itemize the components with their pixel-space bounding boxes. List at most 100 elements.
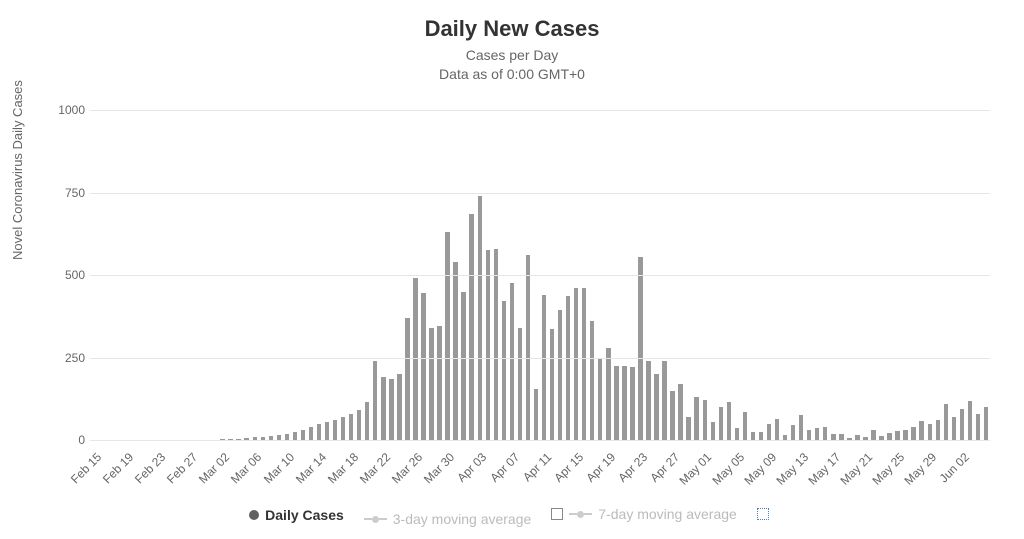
- bar[interactable]: [293, 432, 297, 440]
- bar[interactable]: [775, 419, 779, 440]
- legend-trailing-checkbox[interactable]: [757, 508, 775, 520]
- bar[interactable]: [919, 421, 923, 440]
- bar[interactable]: [421, 293, 425, 440]
- bar[interactable]: [767, 424, 771, 441]
- bar[interactable]: [365, 402, 369, 440]
- x-tick-label: Feb 27: [164, 450, 200, 486]
- bar[interactable]: [341, 417, 345, 440]
- bar[interactable]: [654, 374, 658, 440]
- bar[interactable]: [349, 414, 353, 440]
- bar[interactable]: [670, 391, 674, 441]
- bar[interactable]: [598, 359, 602, 440]
- checkbox-icon[interactable]: [757, 508, 769, 520]
- bar[interactable]: [895, 431, 899, 440]
- bar[interactable]: [662, 361, 666, 440]
- bar[interactable]: [574, 288, 578, 440]
- bar[interactable]: [622, 366, 626, 440]
- bar[interactable]: [630, 367, 634, 440]
- bar[interactable]: [823, 427, 827, 440]
- legend-item[interactable]: 3-day moving average: [364, 511, 532, 527]
- bar[interactable]: [976, 414, 980, 440]
- bar[interactable]: [301, 430, 305, 440]
- y-tick-label: 250: [40, 351, 85, 365]
- bar[interactable]: [727, 402, 731, 440]
- bar[interactable]: [903, 430, 907, 440]
- bar[interactable]: [534, 389, 538, 440]
- bar[interactable]: [646, 361, 650, 440]
- bar[interactable]: [911, 427, 915, 440]
- bar[interactable]: [566, 296, 570, 440]
- x-tick-label: Jun 02: [936, 450, 971, 485]
- bar[interactable]: [429, 328, 433, 440]
- bar[interactable]: [413, 278, 417, 440]
- bar[interactable]: [936, 420, 940, 440]
- bar[interactable]: [453, 262, 457, 440]
- bar[interactable]: [887, 433, 891, 440]
- x-tick-label: Apr 19: [583, 450, 618, 485]
- bar[interactable]: [791, 425, 795, 440]
- x-tick-label: Mar 02: [196, 450, 232, 486]
- x-tick-label: May 13: [773, 450, 811, 488]
- bar[interactable]: [694, 397, 698, 440]
- bar[interactable]: [550, 329, 554, 440]
- bar[interactable]: [871, 430, 875, 440]
- bar[interactable]: [952, 417, 956, 440]
- bar[interactable]: [807, 430, 811, 440]
- bar[interactable]: [928, 424, 932, 441]
- bar[interactable]: [678, 384, 682, 440]
- bar[interactable]: [638, 257, 642, 440]
- bar[interactable]: [373, 361, 377, 440]
- chart-subtitle: Cases per Day Data as of 0:00 GMT+0: [0, 46, 1024, 84]
- bar[interactable]: [542, 295, 546, 440]
- bar[interactable]: [510, 283, 514, 440]
- bar[interactable]: [469, 214, 473, 440]
- bar[interactable]: [759, 432, 763, 440]
- bar[interactable]: [526, 255, 530, 440]
- bar[interactable]: [590, 321, 594, 440]
- bar[interactable]: [502, 301, 506, 440]
- x-axis-ticks: Feb 15Feb 19Feb 23Feb 27Mar 02Mar 06Mar …: [90, 442, 990, 502]
- bar[interactable]: [381, 377, 385, 440]
- bar[interactable]: [719, 407, 723, 440]
- bar[interactable]: [317, 424, 321, 441]
- bar[interactable]: [968, 401, 972, 440]
- bar[interactable]: [445, 232, 449, 440]
- x-tick-label: May 17: [805, 450, 843, 488]
- bar[interactable]: [944, 404, 948, 440]
- bar[interactable]: [486, 250, 490, 440]
- bar[interactable]: [437, 326, 441, 440]
- bar[interactable]: [614, 366, 618, 440]
- bar[interactable]: [751, 432, 755, 440]
- checkbox-icon[interactable]: [551, 508, 563, 520]
- x-tick-label: Mar 22: [357, 450, 393, 486]
- bar[interactable]: [606, 348, 610, 440]
- legend-item[interactable]: Daily Cases: [249, 507, 344, 523]
- bar[interactable]: [582, 288, 586, 440]
- x-tick-label: May 09: [741, 450, 779, 488]
- legend-item[interactable]: 7-day moving average: [551, 506, 737, 522]
- grid-line: [90, 275, 990, 276]
- bar[interactable]: [815, 428, 819, 440]
- bar[interactable]: [309, 427, 313, 440]
- bar[interactable]: [357, 410, 361, 440]
- bar[interactable]: [743, 412, 747, 440]
- bar[interactable]: [494, 249, 498, 440]
- bar[interactable]: [984, 407, 988, 440]
- bar[interactable]: [325, 422, 329, 440]
- bar[interactable]: [405, 318, 409, 440]
- bar[interactable]: [960, 409, 964, 440]
- y-tick-label: 1000: [40, 103, 85, 117]
- bar[interactable]: [478, 196, 482, 440]
- bar[interactable]: [333, 420, 337, 440]
- grid-line: [90, 358, 990, 359]
- bar[interactable]: [397, 374, 401, 440]
- bar[interactable]: [799, 415, 803, 440]
- bar[interactable]: [558, 310, 562, 440]
- bar[interactable]: [686, 417, 690, 440]
- bar[interactable]: [735, 428, 739, 440]
- bar[interactable]: [389, 379, 393, 440]
- bar[interactable]: [703, 400, 707, 440]
- bar[interactable]: [461, 292, 465, 441]
- bar[interactable]: [518, 328, 522, 440]
- bar[interactable]: [711, 422, 715, 440]
